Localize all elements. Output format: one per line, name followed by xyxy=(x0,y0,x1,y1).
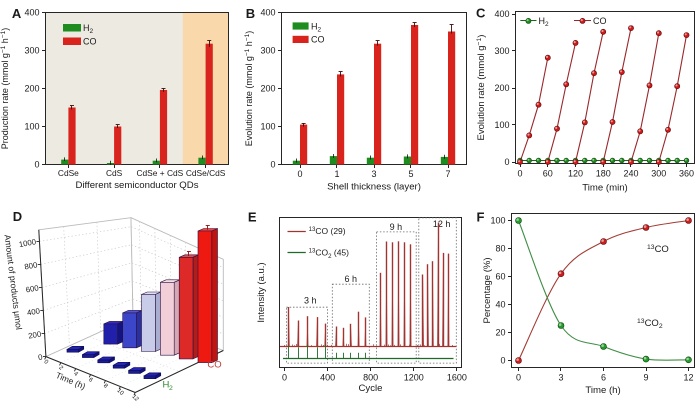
svg-text:3 h: 3 h xyxy=(304,296,317,306)
svg-text:0: 0 xyxy=(504,157,509,167)
svg-text:240: 240 xyxy=(623,169,638,179)
svg-text:360: 360 xyxy=(679,169,694,179)
svg-text:60: 60 xyxy=(543,169,553,179)
svg-text:Evolution rate (mmol g−1): Evolution rate (mmol g−1) xyxy=(476,35,487,141)
svg-text:9: 9 xyxy=(643,373,648,383)
svg-text:CO: CO xyxy=(593,16,607,26)
svg-text:CdSe + CdS: CdSe + CdS xyxy=(136,168,183,178)
svg-text:0: 0 xyxy=(517,169,522,179)
svg-text:3: 3 xyxy=(558,373,563,383)
svg-text:0: 0 xyxy=(297,169,302,179)
svg-text:2: 2 xyxy=(169,385,173,392)
svg-text:Time (min): Time (min) xyxy=(582,183,627,194)
svg-text:CdSe/CdS: CdSe/CdS xyxy=(186,168,226,178)
svg-text:CO: CO xyxy=(207,360,221,371)
svg-text:200: 200 xyxy=(260,84,275,94)
svg-text:F: F xyxy=(477,209,485,224)
svg-text:400: 400 xyxy=(260,8,275,18)
svg-text:12 h: 12 h xyxy=(433,219,451,229)
svg-text:200: 200 xyxy=(494,83,509,93)
svg-text:CdS: CdS xyxy=(106,168,123,178)
svg-text:Intensity (a.u.): Intensity (a.u.) xyxy=(256,262,267,322)
svg-text:3: 3 xyxy=(371,169,376,179)
svg-text:C: C xyxy=(476,6,486,21)
svg-text:80: 80 xyxy=(495,244,505,254)
svg-text:300: 300 xyxy=(494,46,509,56)
svg-text:800: 800 xyxy=(363,373,378,383)
svg-text:D: D xyxy=(13,209,22,224)
svg-text:6: 6 xyxy=(601,373,606,383)
svg-text:400: 400 xyxy=(320,373,335,383)
svg-text:300: 300 xyxy=(651,169,666,179)
svg-text:100: 100 xyxy=(260,122,275,132)
svg-text:5: 5 xyxy=(408,169,413,179)
svg-text:0: 0 xyxy=(500,356,505,366)
svg-text:Percentage (%): Percentage (%) xyxy=(482,257,493,323)
svg-text:400: 400 xyxy=(24,8,39,18)
svg-text:400: 400 xyxy=(494,9,509,19)
svg-text:7: 7 xyxy=(445,169,450,179)
svg-text:CdSe: CdSe xyxy=(58,168,79,178)
svg-text:E: E xyxy=(248,209,257,224)
svg-text:300: 300 xyxy=(260,46,275,56)
svg-text:60: 60 xyxy=(495,272,505,282)
svg-text:0: 0 xyxy=(34,160,39,170)
svg-text:300: 300 xyxy=(24,46,39,56)
svg-text:200: 200 xyxy=(24,84,39,94)
svg-text:CO: CO xyxy=(83,37,97,47)
svg-text:0: 0 xyxy=(516,373,521,383)
svg-text:100: 100 xyxy=(24,122,39,132)
svg-text:1600: 1600 xyxy=(447,373,467,383)
svg-text:100: 100 xyxy=(494,120,509,130)
svg-text:1: 1 xyxy=(334,169,339,179)
svg-text:9 h: 9 h xyxy=(390,222,403,232)
svg-text:1200: 1200 xyxy=(404,373,424,383)
svg-text:0: 0 xyxy=(270,160,275,170)
svg-text:12: 12 xyxy=(683,373,693,383)
svg-text:Time (h): Time (h) xyxy=(585,385,620,396)
svg-text:100: 100 xyxy=(490,216,505,226)
svg-text:40: 40 xyxy=(495,300,505,310)
svg-text:Evolution rate (mmol g−1 h−1): Evolution rate (mmol g−1 h−1) xyxy=(244,31,254,146)
svg-text:0: 0 xyxy=(282,373,287,383)
svg-text:20: 20 xyxy=(495,328,505,338)
svg-text:120: 120 xyxy=(568,169,583,179)
svg-text:180: 180 xyxy=(596,169,611,179)
svg-text:Shell thickness (layer): Shell thickness (layer) xyxy=(327,182,421,193)
svg-text:Cycle: Cycle xyxy=(359,383,383,394)
svg-text:6 h: 6 h xyxy=(345,274,358,284)
svg-text:B: B xyxy=(246,6,255,21)
svg-text:CO: CO xyxy=(311,35,325,45)
svg-text:Different semiconductor QDs: Different semiconductor QDs xyxy=(76,180,199,191)
svg-text:A: A xyxy=(12,6,22,21)
svg-text:Production rate (mmol g−1 h−1): Production rate (mmol g−1 h−1) xyxy=(0,28,10,149)
